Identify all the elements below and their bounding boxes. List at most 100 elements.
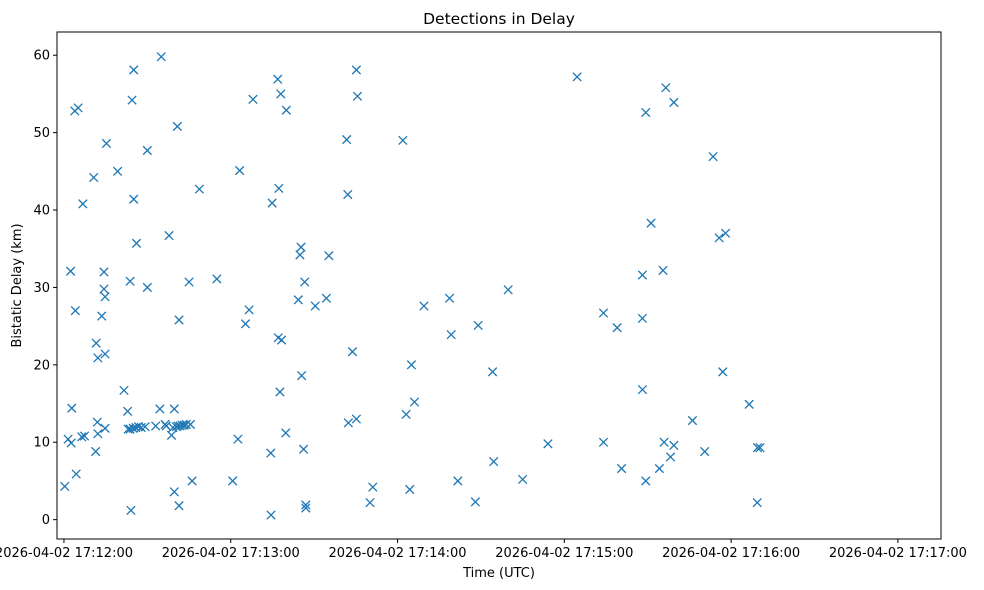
data-point-marker <box>368 482 378 492</box>
data-point-marker <box>406 360 417 370</box>
data-point-marker <box>136 422 146 433</box>
plot-frame <box>56 31 942 540</box>
data-point-marker <box>125 276 135 286</box>
data-point-marker <box>212 274 222 284</box>
data-point-marker <box>714 233 724 243</box>
data-point-marker <box>233 434 243 444</box>
data-point-marker <box>301 503 311 513</box>
data-point-marker <box>172 121 183 132</box>
data-point-marker <box>151 421 161 431</box>
data-point-marker <box>73 103 83 113</box>
data-point-marker <box>266 448 276 458</box>
x-tick-label: 2026-04-02 17:13:00 <box>162 546 300 561</box>
data-point-marker <box>100 423 110 433</box>
data-point-marker <box>133 422 144 432</box>
data-point-marker <box>444 293 455 303</box>
data-point-marker <box>646 218 656 228</box>
x-tick-label: 2026-04-02 17:15:00 <box>495 546 633 561</box>
data-point-marker <box>669 97 679 108</box>
data-point-marker <box>352 91 363 101</box>
data-point-marker <box>181 419 191 430</box>
data-point-marker <box>598 437 609 447</box>
data-point-marker <box>637 384 648 395</box>
data-point-marker <box>101 138 112 149</box>
x-tick-label: 2026-04-02 17:14:00 <box>328 546 466 561</box>
data-point-marker <box>342 134 352 145</box>
data-point-marker <box>240 319 251 329</box>
data-point-marker <box>641 476 651 486</box>
data-point-marker <box>168 422 178 433</box>
data-point-marker <box>122 406 133 416</box>
data-point-marker <box>129 65 139 75</box>
data-point-marker <box>637 313 648 324</box>
data-point-marker <box>473 320 483 331</box>
data-point-marker <box>187 476 197 486</box>
data-point-marker <box>343 189 353 200</box>
data-point-marker <box>66 438 76 448</box>
data-point-marker <box>324 251 334 261</box>
data-point-marker <box>720 228 731 238</box>
data-point-marker <box>93 429 103 439</box>
data-point-marker <box>301 500 311 510</box>
data-point-marker <box>543 439 553 449</box>
data-point-marker <box>166 430 177 440</box>
data-point-marker <box>100 292 110 302</box>
data-point-marker <box>351 414 362 424</box>
y-axis: 0 10 20 30 40 50 60 <box>33 49 57 528</box>
data-point-marker <box>65 266 76 276</box>
data-point-marker <box>100 349 110 359</box>
data-point-marker <box>194 184 204 194</box>
data-point-marker <box>71 469 81 479</box>
data-point-marker <box>127 95 137 105</box>
data-point-marker <box>419 301 429 311</box>
data-point-marker <box>169 404 179 414</box>
data-point-marker <box>174 501 184 511</box>
data-point-marker <box>661 83 671 93</box>
data-point-marker <box>99 284 109 294</box>
data-point-marker <box>184 277 194 287</box>
data-point-marker <box>487 367 498 377</box>
data-point-marker <box>131 238 142 248</box>
data-point-marker <box>409 397 420 407</box>
data-point-marker <box>91 338 101 348</box>
data-point-marker <box>755 443 765 453</box>
data-point-marker <box>275 387 285 397</box>
y-tick-label: 10 <box>33 436 50 451</box>
data-point-marker <box>398 135 408 146</box>
data-point-marker <box>470 497 481 507</box>
data-point-marker <box>60 481 70 492</box>
data-point-marker <box>405 484 415 495</box>
data-point-marker <box>654 463 665 474</box>
y-tick-label: 50 <box>33 126 50 141</box>
data-point-marker <box>79 431 90 441</box>
x-tick-label: 2026-04-02 17:12:00 <box>0 546 133 561</box>
data-point-marker <box>93 353 103 363</box>
data-point-marker <box>142 145 153 156</box>
data-point-marker <box>125 424 135 434</box>
data-point-marker <box>129 194 139 204</box>
data-point-marker <box>669 440 679 450</box>
data-point-marker <box>248 94 258 105</box>
data-point-marker <box>489 456 499 467</box>
data-point-marker <box>401 409 411 420</box>
data-point-marker <box>517 474 528 485</box>
data-point-marker <box>321 293 332 303</box>
data-point-marker <box>296 371 307 381</box>
y-tick-label: 20 <box>33 358 50 373</box>
data-point-marker <box>351 65 362 75</box>
data-point-marker <box>281 428 291 438</box>
chart-title: Detections in Delay <box>423 10 575 28</box>
data-point-marker <box>234 165 245 176</box>
data-point-marker <box>156 52 166 62</box>
data-point-marker <box>718 367 728 377</box>
data-point-marker <box>89 172 99 183</box>
data-point-marker <box>276 335 287 345</box>
data-point-marker <box>752 443 763 453</box>
data-point-marker <box>142 282 153 293</box>
data-point-marker <box>169 487 179 497</box>
data-point-marker <box>276 89 286 99</box>
data-point-marker <box>598 308 609 318</box>
data-point-marker <box>687 415 698 426</box>
data-point-marker <box>752 497 762 508</box>
